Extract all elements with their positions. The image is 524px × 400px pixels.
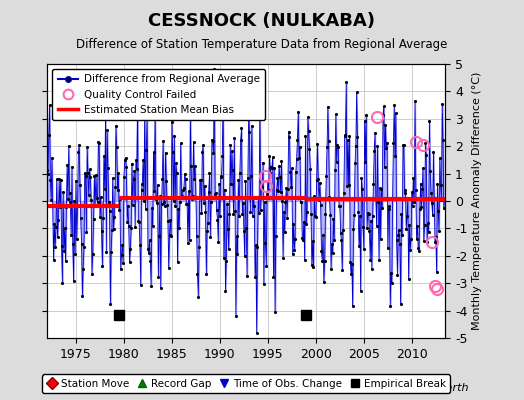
Text: Berkeley Earth: Berkeley Earth: [387, 383, 469, 393]
Text: Difference of Station Temperature Data from Regional Average: Difference of Station Temperature Data f…: [77, 38, 447, 51]
Y-axis label: Monthly Temperature Anomaly Difference (°C): Monthly Temperature Anomaly Difference (…: [472, 72, 482, 330]
Text: CESSNOCK (NULKABA): CESSNOCK (NULKABA): [148, 12, 376, 30]
Legend: Difference from Regional Average, Quality Control Failed, Estimated Station Mean: Difference from Regional Average, Qualit…: [52, 69, 265, 120]
Legend: Station Move, Record Gap, Time of Obs. Change, Empirical Break: Station Move, Record Gap, Time of Obs. C…: [42, 374, 451, 393]
